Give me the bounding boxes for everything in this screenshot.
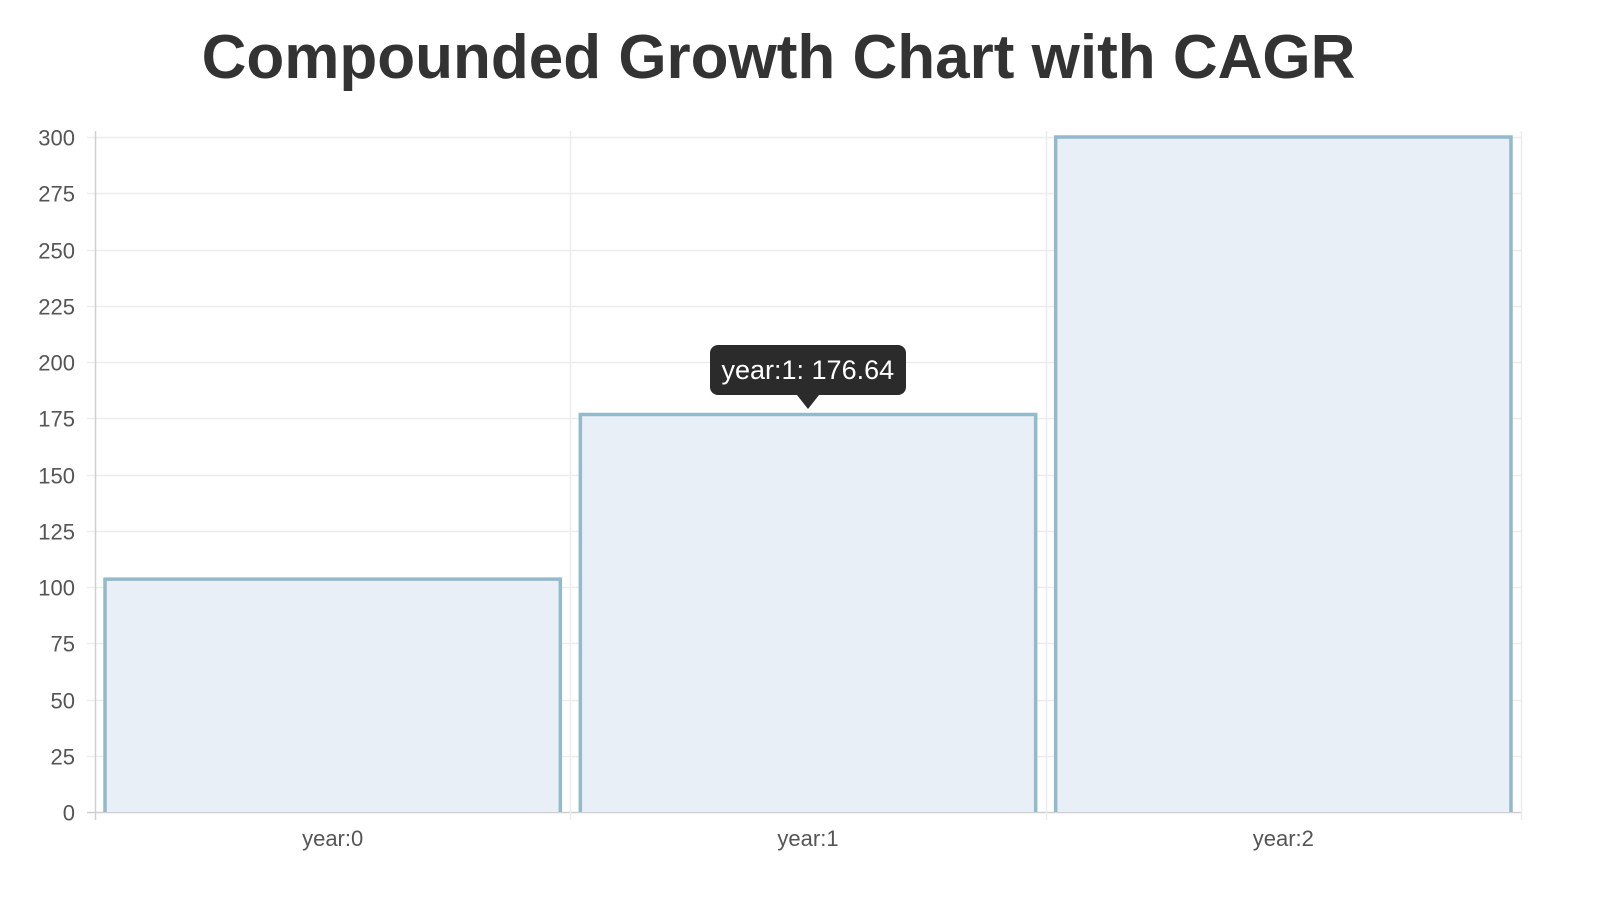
y-tick-label: 250: [38, 239, 75, 264]
x-tick-label: year:0: [302, 826, 363, 851]
x-tick-label: year:1: [777, 826, 838, 851]
bar-fill: [1055, 137, 1511, 812]
x-tick-label: year:2: [1253, 826, 1314, 851]
bar-fill: [105, 579, 561, 812]
y-tick-label: 75: [51, 632, 75, 657]
y-tick-labels: 0 25 50 75 100 125 150 175 200 225 250 275 300: [38, 126, 75, 826]
tooltip-arrow: [797, 394, 819, 409]
y-tick-label: 200: [38, 351, 75, 376]
y-tick-label: 50: [51, 689, 75, 714]
bar-outline: [578, 412, 1038, 812]
y-tick-label: 125: [38, 520, 75, 545]
y-tick-label: 100: [38, 576, 75, 601]
bars: [103, 135, 1513, 812]
bar-tooltip: year:1: 176.64: [709, 344, 907, 395]
x-tick-labels: year:0 year:1 year:2: [302, 826, 1314, 851]
y-tick-label: 150: [38, 464, 75, 489]
y-tick-label: 0: [63, 801, 75, 826]
bar-outline: [103, 577, 563, 812]
bar-outline: [1053, 135, 1513, 812]
y-tick-label: 275: [38, 182, 75, 207]
y-tick-label: 175: [38, 407, 75, 432]
y-tick-label: 300: [38, 126, 75, 151]
y-tick-label: 25: [51, 745, 75, 770]
bar-fill: [580, 414, 1036, 812]
bar-0[interactable]: [103, 577, 563, 812]
bar-2[interactable]: [1053, 135, 1513, 812]
y-tick-label: 225: [38, 295, 75, 320]
chart-title: Compounded Growth Chart with CAGR: [201, 23, 1356, 92]
bar-1[interactable]: [578, 412, 1038, 812]
